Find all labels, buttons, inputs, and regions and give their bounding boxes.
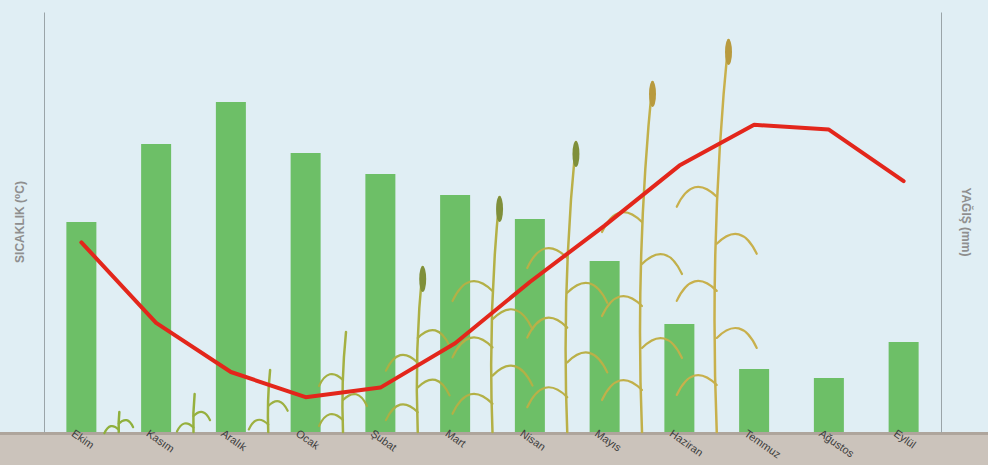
plant-leaf bbox=[677, 281, 717, 301]
tick: Ağustos bbox=[817, 427, 857, 460]
tick: Mayıs bbox=[593, 427, 624, 454]
tick-label: Nisan bbox=[518, 427, 548, 453]
bar bbox=[889, 342, 919, 432]
tick-label: Temmuz bbox=[742, 427, 783, 461]
tick-label: Mayıs bbox=[593, 427, 624, 454]
plant bbox=[527, 141, 607, 432]
tick-label: Haziran bbox=[668, 427, 706, 459]
plant-leaf bbox=[453, 394, 493, 414]
plant bbox=[319, 332, 367, 432]
plant-leaf bbox=[493, 366, 533, 386]
tick: Mart bbox=[443, 427, 468, 449]
plant-leaf bbox=[567, 352, 607, 372]
plant-leaf bbox=[119, 420, 133, 427]
y-axis bbox=[44, 13, 45, 433]
x-axis: Ekim Kasım Aralık Ocak Şubat Mart Nisan Mayıs Ha… bbox=[70, 427, 919, 461]
tick-label: Aralık bbox=[219, 427, 249, 453]
plant-leaf bbox=[493, 309, 533, 329]
plant-stem bbox=[417, 267, 423, 432]
plant-stem bbox=[268, 370, 270, 432]
plant-leaf bbox=[268, 401, 287, 411]
bar bbox=[141, 144, 171, 432]
tick: Ocak bbox=[294, 427, 322, 452]
plant bbox=[386, 266, 450, 432]
plants bbox=[104, 39, 756, 433]
plant-leaf bbox=[602, 296, 642, 316]
plant-head bbox=[496, 196, 503, 222]
plant-leaf bbox=[677, 187, 717, 207]
plant-leaf bbox=[343, 394, 367, 406]
tick-label: Şubat bbox=[369, 427, 399, 453]
plant-leaf bbox=[642, 338, 682, 358]
plant-leaf bbox=[717, 234, 757, 254]
plant bbox=[104, 412, 133, 433]
chart: Ekim Kasım Aralık Ocak Şubat Mart Nisan Mayıs Ha… bbox=[0, 0, 988, 465]
tick-label: Ocak bbox=[294, 427, 322, 452]
bar bbox=[814, 378, 844, 432]
plant-leaf bbox=[677, 375, 717, 395]
plant-leaf bbox=[602, 380, 642, 400]
plant-stem bbox=[342, 332, 346, 432]
plant-leaf bbox=[194, 412, 211, 420]
plant-leaf bbox=[717, 328, 757, 348]
bar bbox=[291, 153, 321, 432]
bar-series bbox=[66, 102, 918, 432]
bar bbox=[365, 174, 395, 432]
tick: Nisan bbox=[518, 427, 548, 453]
plant-leaf bbox=[319, 374, 343, 386]
plant-leaf bbox=[319, 414, 343, 426]
plant-leaf bbox=[418, 380, 450, 396]
plant-leaf bbox=[453, 281, 493, 301]
temperature-line bbox=[81, 125, 903, 397]
plant-leaf bbox=[567, 283, 607, 303]
tick-label: Kasım bbox=[144, 427, 176, 455]
plant-leaf bbox=[527, 387, 567, 407]
axis-line bbox=[941, 13, 942, 433]
plant-leaf bbox=[418, 330, 450, 346]
bar bbox=[739, 369, 769, 432]
plant-leaf bbox=[386, 404, 418, 420]
plant-leaf bbox=[104, 426, 118, 433]
bar bbox=[216, 102, 246, 432]
plant-head bbox=[572, 141, 579, 167]
tick: Ekim bbox=[70, 427, 97, 451]
y2-axis bbox=[941, 13, 942, 433]
tick-label: Ekim bbox=[70, 427, 97, 451]
plant-leaf bbox=[527, 318, 567, 338]
tick-label: Mart bbox=[443, 427, 468, 449]
tick-label: Ağustos bbox=[817, 427, 857, 460]
tick: Eylül bbox=[892, 427, 918, 451]
plant bbox=[602, 81, 682, 432]
line-area bbox=[81, 125, 903, 397]
plant-head bbox=[419, 266, 426, 292]
y2-axis-title: YAĞIŞ (mm) bbox=[959, 188, 974, 257]
tick: Kasım bbox=[144, 427, 176, 455]
background bbox=[0, 0, 988, 465]
tick: Şubat bbox=[369, 427, 399, 453]
y-axis-title: SICAKLIK (⁰C) bbox=[13, 181, 27, 263]
tick: Temmuz bbox=[742, 427, 783, 461]
axis-line bbox=[44, 13, 45, 433]
plant bbox=[177, 394, 210, 432]
plant-head bbox=[725, 39, 732, 65]
plant-leaf bbox=[642, 254, 682, 274]
plant bbox=[677, 39, 757, 432]
tick-label: Eylül bbox=[892, 427, 918, 451]
plot-area bbox=[66, 102, 918, 432]
tick: Haziran bbox=[668, 427, 706, 459]
tick: Aralık bbox=[219, 427, 249, 453]
plant-leaf bbox=[177, 423, 194, 431]
plant-leaf bbox=[249, 420, 268, 430]
plant-head bbox=[649, 81, 656, 107]
